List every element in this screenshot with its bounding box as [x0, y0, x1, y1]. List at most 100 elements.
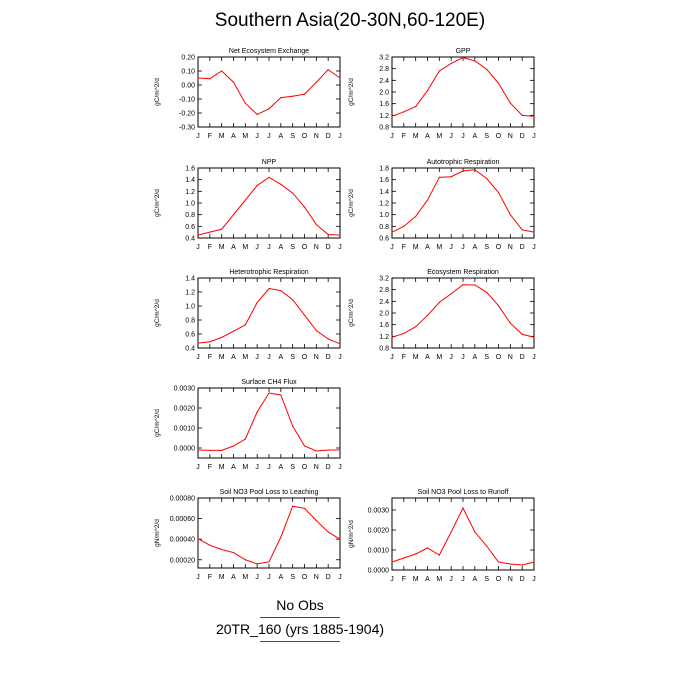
- data-point: [391, 115, 393, 117]
- y-tick-label: 0.00020: [170, 557, 195, 564]
- x-tick-label: F: [402, 133, 406, 140]
- data-point: [521, 333, 523, 335]
- data-point: [450, 531, 452, 533]
- y-tick-label: 0.00060: [170, 516, 195, 523]
- data-point: [327, 531, 329, 533]
- y-tick-label: 1.4: [379, 189, 389, 196]
- x-tick-label: J: [267, 133, 271, 140]
- data-point: [486, 68, 488, 70]
- x-tick-label: A: [278, 354, 283, 361]
- data-point: [462, 507, 464, 509]
- data-point: [462, 170, 464, 172]
- series-line: [391, 57, 535, 117]
- data-point: [256, 113, 258, 115]
- x-tick-label: J: [461, 576, 465, 583]
- x-tick-label: J: [255, 244, 259, 251]
- data-point: [303, 507, 306, 509]
- x-tick-label: S: [290, 244, 295, 251]
- data-point: [221, 228, 223, 230]
- x-tick-label: D: [326, 464, 331, 471]
- data-point: [292, 299, 294, 301]
- x-tick-label: M: [242, 354, 248, 361]
- data-point: [292, 192, 294, 194]
- data-point: [244, 102, 246, 104]
- data-point: [232, 330, 235, 332]
- x-tick-label: J: [196, 464, 200, 471]
- data-point: [232, 551, 235, 554]
- data-point: [509, 563, 511, 565]
- x-tick-label: N: [314, 354, 319, 361]
- x-tick-label: D: [520, 576, 525, 583]
- data-point: [221, 70, 223, 72]
- y-tick-label: -0.20: [179, 111, 195, 118]
- y-tick-label: 1.8: [379, 166, 389, 173]
- x-tick-label: F: [208, 464, 212, 471]
- chart-panel-5: Ecosystem Respiration gC/m^2/d 0.8 1.2 1.6 2.…: [348, 269, 536, 361]
- data-point: [497, 191, 500, 194]
- x-tick-label: J: [449, 576, 453, 583]
- data-point: [486, 545, 488, 547]
- y-tick-label: 0.6: [185, 224, 195, 231]
- y-tick-label: 2.8: [379, 66, 389, 73]
- data-point: [292, 95, 294, 97]
- data-point: [244, 438, 246, 440]
- data-point: [509, 102, 511, 104]
- data-point: [244, 559, 246, 561]
- y-tick-label: 0.8: [379, 346, 389, 353]
- chart-panel-3: Autotrophic Respiration gC/m^2/d 0.6 0.8 1.0…: [348, 159, 536, 251]
- panel-title: Surface CH4 Flux: [241, 379, 297, 386]
- data-point: [415, 553, 417, 555]
- data-point: [533, 231, 535, 233]
- data-point: [339, 77, 341, 79]
- plot-frame: [391, 56, 535, 128]
- x-tick-label: N: [314, 574, 319, 581]
- y-tick-label: 0.0020: [368, 528, 390, 535]
- x-tick-label: J: [196, 354, 200, 361]
- data-point: [209, 341, 211, 343]
- x-tick-label: N: [314, 133, 319, 140]
- y-tick-label: 1.4: [185, 276, 195, 283]
- x-tick-label: A: [231, 244, 236, 251]
- data-point: [327, 338, 329, 340]
- y-tick-label: 1.6: [379, 177, 389, 184]
- x-tick-label: M: [436, 244, 442, 251]
- data-point: [474, 284, 476, 286]
- y-axis-label: gC/m^2/d: [154, 189, 161, 217]
- x-tick-label: M: [413, 244, 419, 251]
- x-tick-label: A: [425, 576, 430, 583]
- x-tick-label: F: [208, 574, 212, 581]
- x-tick-label: J: [338, 464, 342, 471]
- x-tick-label: O: [496, 133, 502, 140]
- y-tick-label: 0.20: [181, 55, 195, 62]
- plot-frame: [197, 167, 341, 239]
- data-point: [209, 78, 211, 80]
- data-point: [391, 231, 393, 233]
- data-point: [303, 314, 306, 316]
- x-tick-label: J: [255, 133, 259, 140]
- x-tick-label: J: [390, 244, 394, 251]
- x-tick-label: J: [267, 244, 271, 251]
- panel-title: Heterotrophic Respiration: [229, 269, 308, 276]
- y-tick-label: 0.4: [185, 236, 195, 243]
- x-tick-label: A: [278, 464, 283, 471]
- x-tick-label: D: [326, 354, 331, 361]
- data-point: [315, 329, 317, 332]
- x-tick-label: S: [484, 354, 489, 361]
- data-point: [533, 561, 535, 563]
- y-tick-label: 1.0: [185, 201, 195, 208]
- x-tick-label: J: [196, 574, 200, 581]
- x-tick-label: N: [508, 244, 513, 251]
- y-tick-label: 0.10: [181, 69, 195, 76]
- x-tick-label: J: [338, 574, 342, 581]
- data-point: [268, 392, 270, 394]
- data-point: [521, 114, 523, 116]
- x-tick-label: J: [390, 133, 394, 140]
- y-tick-label: 1.6: [379, 101, 389, 108]
- x-tick-label: M: [219, 133, 225, 140]
- x-tick-label: M: [242, 244, 248, 251]
- x-tick-label: O: [302, 464, 308, 471]
- x-tick-label: J: [255, 464, 259, 471]
- data-point: [339, 449, 341, 451]
- data-point: [339, 343, 341, 345]
